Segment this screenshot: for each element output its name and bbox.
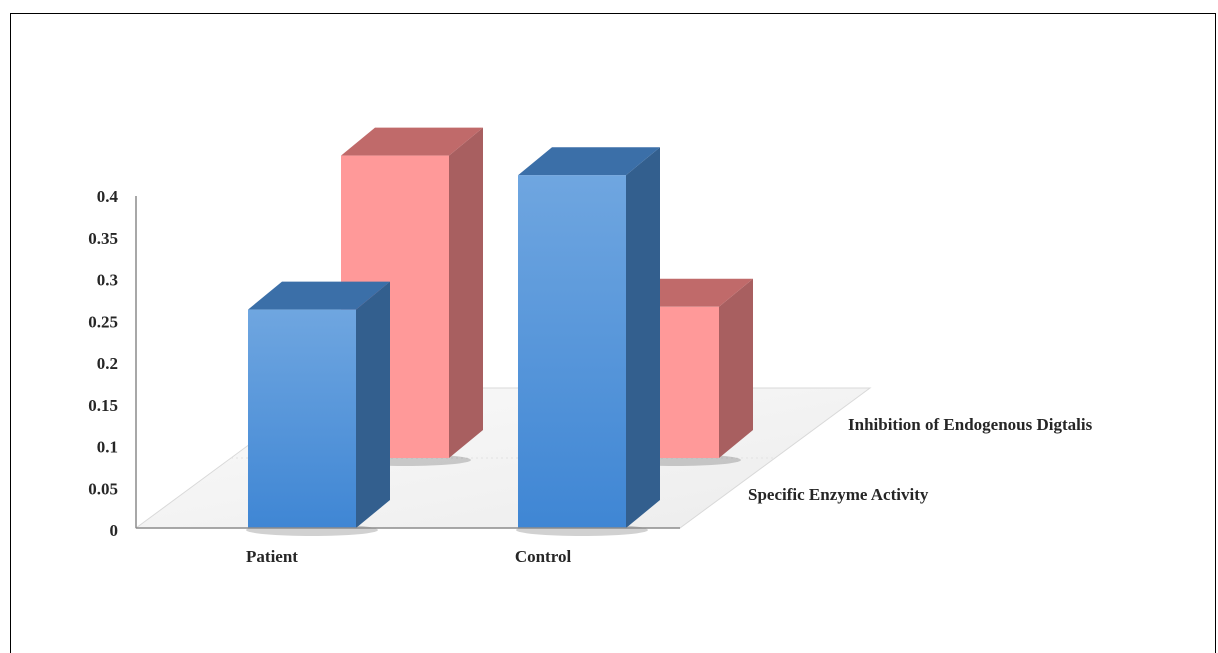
chart-plot: 0 0.05 0.1 0.15 0.2 0.25 0.3 0.35 0.4 Patient Con… <box>88 127 1093 566</box>
y-tick-label: 0.15 <box>88 396 118 415</box>
y-tick-label: 0.2 <box>97 354 118 373</box>
series-label: Inhibition of Endogenous Digtalis <box>848 415 1093 434</box>
y-tick-label: 0.3 <box>97 271 118 290</box>
category-axis: Patient Control <box>246 547 571 566</box>
series-axis: Specific Enzyme Activity Inhibition of En… <box>748 415 1093 504</box>
y-tick-label: 0.35 <box>88 229 118 248</box>
bar-top <box>518 147 660 176</box>
y-tick-label: 0.25 <box>88 312 118 331</box>
chart-floor <box>134 387 872 529</box>
y-tick-label: 0 <box>110 521 119 540</box>
y-tick-label: 0.1 <box>97 438 118 457</box>
bar-side <box>449 127 483 458</box>
bar-side <box>356 281 390 528</box>
bar-specific-enzyme-activity-patient <box>246 281 390 536</box>
bar-top <box>248 281 390 310</box>
y-tick-label: 0.05 <box>88 479 118 498</box>
series-label: Specific Enzyme Activity <box>748 485 929 504</box>
bar-front <box>248 309 356 528</box>
bar-front <box>518 175 626 528</box>
bar-side <box>626 147 660 528</box>
y-tick-label: 0.4 <box>97 187 119 206</box>
bars-layer <box>246 127 753 536</box>
bar-top <box>341 127 483 156</box>
x-tick-label: Patient <box>246 547 298 566</box>
value-axis: 0 0.05 0.1 0.15 0.2 0.25 0.3 0.35 0.4 <box>88 187 680 540</box>
x-tick-label: Control <box>515 547 572 566</box>
bar-side <box>719 278 753 458</box>
bar-specific-enzyme-activity-control <box>516 147 660 536</box>
